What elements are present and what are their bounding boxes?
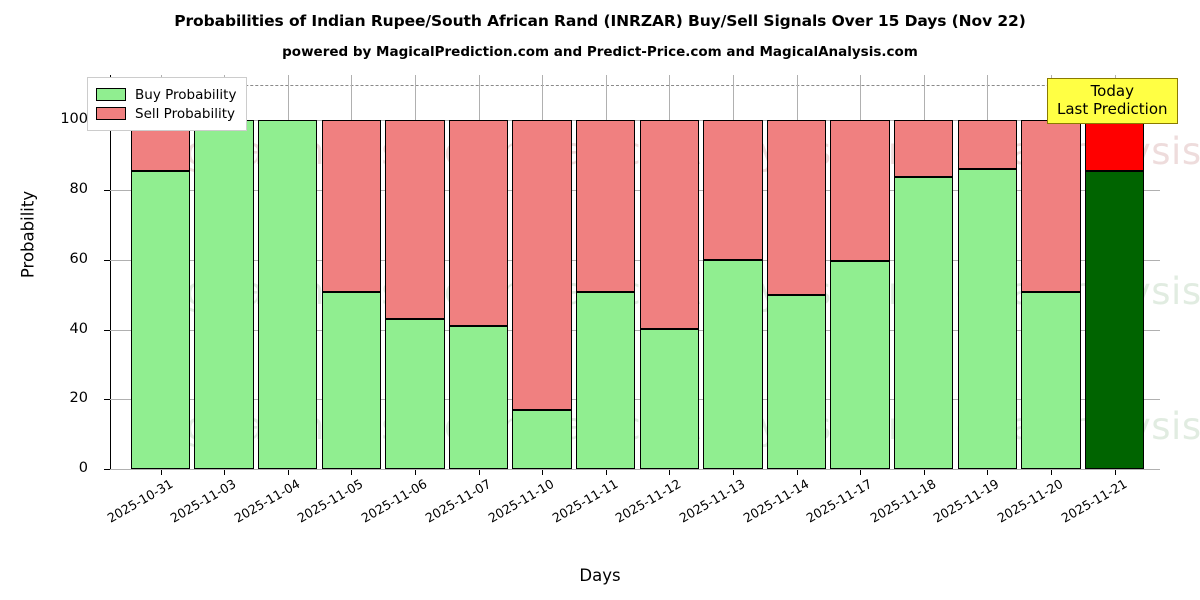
y-tick-mark (104, 259, 110, 261)
today-annotation-line2: Last Prediction (1057, 100, 1168, 118)
x-tick-mark (414, 470, 416, 475)
x-tick-mark (160, 470, 162, 475)
legend-item-buy[interactable]: Buy Probability (96, 85, 236, 104)
bar-segment-buy[interactable] (1021, 291, 1081, 469)
legend-label-sell: Sell Probability (135, 105, 236, 122)
x-tick-mark (1050, 470, 1052, 475)
bar-segment-buy[interactable] (766, 294, 827, 469)
bar-segment-sell[interactable] (321, 120, 382, 292)
y-tick-mark (104, 190, 110, 192)
bar-segment-sell[interactable] (893, 120, 954, 178)
bar-segment-sell[interactable] (1021, 120, 1081, 292)
x-tick-mark (351, 470, 353, 475)
y-tick-mark (104, 329, 110, 331)
bar-segment-buy[interactable] (957, 169, 1018, 469)
x-tick-mark (1114, 470, 1116, 475)
bar-segment-buy[interactable] (448, 326, 509, 469)
bar-segment-sell[interactable] (830, 120, 890, 261)
x-axis-label: Days (579, 566, 621, 585)
y-tick-label-0: 0 (78, 460, 88, 476)
x-tick-mark (987, 470, 989, 475)
x-tick-mark (732, 470, 734, 475)
x-tick-mark (605, 470, 607, 475)
bar-segment-buy[interactable] (639, 328, 700, 469)
legend-swatch-sell (96, 107, 126, 120)
chart-title: Probabilities of Indian Rupee/South Afri… (174, 12, 1026, 30)
bar-segment-sell[interactable] (1084, 120, 1145, 171)
y-tick-mark (104, 469, 110, 470)
y-axis-label: Probability (18, 190, 38, 279)
bar-segment-sell[interactable] (639, 120, 700, 329)
chart-subtitle: powered by MagicalPrediction.com and Pre… (282, 44, 918, 60)
y-tick-mark (104, 399, 110, 401)
bar-segment-buy[interactable] (575, 291, 636, 469)
y-tick-label-80: 80 (69, 181, 88, 198)
y-tick-label-20: 20 (69, 390, 88, 407)
gridline-0 (110, 469, 1160, 470)
legend-label-buy: Buy Probability (135, 86, 237, 103)
reference-line (110, 85, 1160, 87)
x-tick-mark (287, 470, 289, 475)
x-tick-mark (542, 470, 544, 475)
y-tick-label-40: 40 (69, 320, 88, 337)
bar-segment-buy[interactable] (893, 177, 954, 469)
bar-segment-buy[interactable] (512, 410, 572, 469)
bar-segment-buy[interactable] (130, 170, 191, 469)
x-tick-mark (923, 470, 925, 475)
today-last-prediction-annotation: Today Last Prediction (1047, 78, 1178, 124)
y-tick-label-100: 100 (60, 111, 88, 128)
bar-segment-buy[interactable] (257, 120, 318, 469)
bar-segment-buy[interactable] (194, 120, 254, 469)
bar-segment-buy[interactable] (385, 319, 445, 469)
bar-segment-buy[interactable] (703, 259, 763, 469)
chart-legend: Buy Probability Sell Probability (87, 77, 248, 131)
bar-segment-sell[interactable] (703, 120, 763, 260)
y-axis-line (110, 75, 111, 469)
bar-segment-sell[interactable] (957, 120, 1018, 170)
x-tick-mark (478, 470, 480, 475)
plot-area: MagicalAnalysis.comMagicalAnalysis.comMa… (110, 75, 1200, 470)
bar-segment-buy[interactable] (830, 260, 890, 469)
x-tick-mark (224, 470, 226, 475)
bar-segment-sell[interactable] (448, 120, 509, 327)
bar-segment-sell[interactable] (575, 120, 636, 292)
y-tick-label-60: 60 (69, 250, 88, 267)
today-annotation-line1: Today (1090, 82, 1134, 100)
bar-segment-sell[interactable] (385, 120, 445, 320)
bar-segment-sell[interactable] (766, 120, 827, 295)
bar-segment-buy[interactable] (321, 291, 382, 469)
x-tick-mark (860, 470, 862, 475)
bar-segment-buy[interactable] (1084, 170, 1145, 469)
x-tick-mark (796, 470, 798, 475)
x-tick-mark (669, 470, 671, 475)
bar-segment-sell[interactable] (512, 120, 572, 411)
legend-swatch-buy (96, 88, 126, 101)
legend-item-sell[interactable]: Sell Probability (96, 104, 236, 123)
